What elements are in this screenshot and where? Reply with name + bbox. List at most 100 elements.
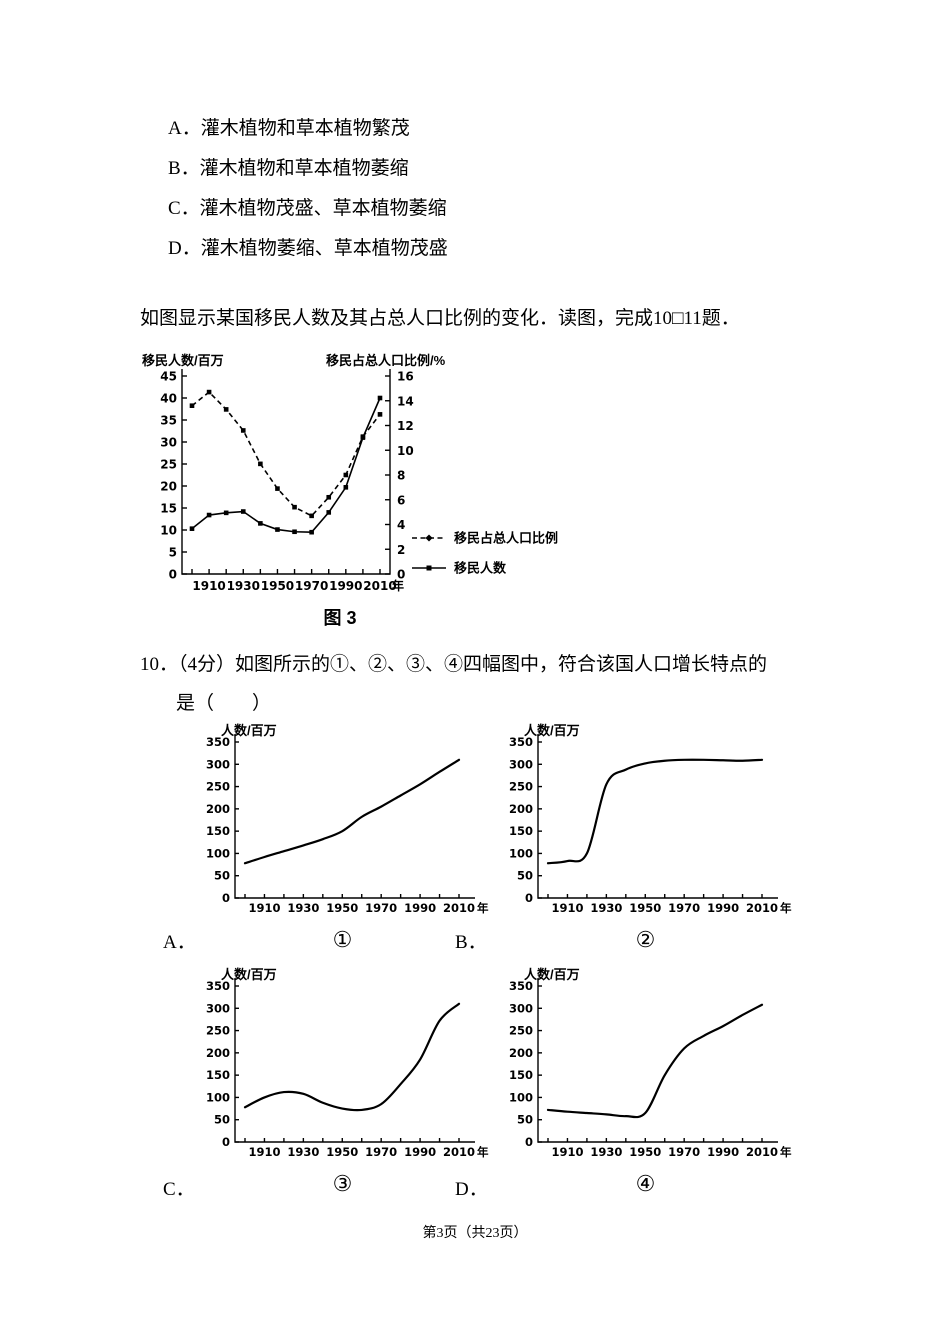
svg-text:2: 2 xyxy=(397,543,405,557)
svg-text:1910: 1910 xyxy=(248,1145,280,1159)
svg-text:200: 200 xyxy=(206,1046,230,1060)
svg-text:50: 50 xyxy=(214,1113,230,1127)
svg-text:1930: 1930 xyxy=(287,1145,319,1159)
svg-text:年: 年 xyxy=(392,578,404,593)
answer-chart-c: 人数/百万 0 50 100 150 200 250 300 350 1910 1930 1950 19… xyxy=(195,966,490,1197)
svg-text:1990: 1990 xyxy=(329,579,362,593)
svg-text:1910: 1910 xyxy=(551,1145,583,1159)
svg-text:14: 14 xyxy=(397,394,414,408)
svg-text:1970: 1970 xyxy=(365,1145,397,1159)
series-1 xyxy=(191,397,381,534)
svg-text:50: 50 xyxy=(214,869,230,883)
question-10-text: 10．（4分）如图所示的①、②、③、④四幅图中，符合该国人口增长特点的 xyxy=(140,654,768,675)
axes xyxy=(234,734,475,899)
svg-text:1970: 1970 xyxy=(365,901,397,915)
svg-text:150: 150 xyxy=(509,824,533,838)
option-letter-c: C． xyxy=(163,1179,195,1200)
svg-text:25: 25 xyxy=(160,458,177,472)
option-letter-a: A． xyxy=(163,932,196,953)
svg-text:150: 150 xyxy=(509,1068,533,1082)
chart-4-caption: ④ xyxy=(635,1171,656,1196)
svg-text:1910: 1910 xyxy=(551,901,583,915)
svg-text:300: 300 xyxy=(206,757,230,771)
page-footer: 第3页（共23页） xyxy=(422,1226,528,1241)
svg-text:250: 250 xyxy=(509,780,533,794)
svg-text:45: 45 xyxy=(160,370,177,384)
svg-text:2010: 2010 xyxy=(443,1145,475,1159)
chart-2-caption: ② xyxy=(635,927,656,952)
svg-text:300: 300 xyxy=(509,1001,533,1015)
svg-text:50: 50 xyxy=(517,869,533,883)
svg-text:10: 10 xyxy=(160,524,177,538)
svg-text:100: 100 xyxy=(509,1090,533,1104)
svg-text:4: 4 xyxy=(397,518,405,532)
svg-text:年: 年 xyxy=(477,901,489,915)
svg-text:100: 100 xyxy=(206,846,230,860)
figure3-chart: 移民人数/百万 移民占总人口比例/% 0 5 10 15 20 25 30 35 40 45 0 2 4 6 8… xyxy=(142,353,558,593)
svg-text:0: 0 xyxy=(222,891,230,905)
question-10-text-line2: 是（ ） xyxy=(176,693,272,714)
svg-text:30: 30 xyxy=(160,436,177,450)
svg-text:1970: 1970 xyxy=(668,1145,700,1159)
svg-text:1950: 1950 xyxy=(629,901,661,915)
svg-text:1990: 1990 xyxy=(707,1145,739,1159)
svg-text:250: 250 xyxy=(206,1024,230,1038)
series-0 xyxy=(191,391,381,517)
svg-text:250: 250 xyxy=(509,1024,533,1038)
svg-text:0: 0 xyxy=(525,891,533,905)
svg-text:150: 150 xyxy=(206,1068,230,1082)
svg-text:1930: 1930 xyxy=(590,1145,622,1159)
svg-text:2010: 2010 xyxy=(746,1145,778,1159)
svg-text:1950: 1950 xyxy=(629,1145,661,1159)
population-curve xyxy=(243,1002,461,1112)
svg-text:350: 350 xyxy=(206,979,230,993)
svg-text:0: 0 xyxy=(222,1135,230,1149)
svg-text:16: 16 xyxy=(397,370,414,384)
svg-text:1970: 1970 xyxy=(668,901,700,915)
axes xyxy=(234,978,475,1143)
svg-text:1910: 1910 xyxy=(248,901,280,915)
option-letter-b: B． xyxy=(455,932,487,953)
figure3-caption: 图 3 xyxy=(323,608,357,628)
svg-text:350: 350 xyxy=(206,735,230,749)
svg-text:1990: 1990 xyxy=(404,1145,436,1159)
svg-text:250: 250 xyxy=(206,780,230,794)
svg-text:2010: 2010 xyxy=(746,901,778,915)
svg-text:1910: 1910 xyxy=(192,579,225,593)
svg-text:1950: 1950 xyxy=(326,1145,358,1159)
question-intro: 如图显示某国移民人数及其占总人口比例的变化．读图，完成10□11题． xyxy=(140,308,740,329)
svg-text:100: 100 xyxy=(509,846,533,860)
svg-text:150: 150 xyxy=(206,824,230,838)
option-letter-d: D． xyxy=(455,1179,488,1200)
svg-text:350: 350 xyxy=(509,979,533,993)
option-b: B．灌木植物和草本植物萎缩 xyxy=(168,158,409,179)
svg-text:1930: 1930 xyxy=(590,901,622,915)
answer-chart-b: 人数/百万 0 50 100 150 200 250 300 350 1910 1930 1950 19… xyxy=(498,722,793,953)
svg-text:300: 300 xyxy=(509,757,533,771)
svg-text:10: 10 xyxy=(397,444,414,458)
svg-text:300: 300 xyxy=(206,1001,230,1015)
axes xyxy=(181,369,391,575)
svg-text:1990: 1990 xyxy=(707,901,739,915)
answer-chart-a: 人数/百万 0 50 100 150 200 250 300 350 1910 1930 1950 19… xyxy=(195,722,490,953)
population-curve xyxy=(243,758,461,865)
svg-text:12: 12 xyxy=(397,419,414,433)
chart-3-caption: ③ xyxy=(332,1171,353,1196)
option-c: C．灌木植物茂盛、草本植物萎缩 xyxy=(168,198,447,219)
svg-text:200: 200 xyxy=(206,802,230,816)
svg-text:1970: 1970 xyxy=(295,579,328,593)
svg-text:15: 15 xyxy=(160,502,177,516)
option-d: D．灌木植物萎缩、草本植物茂盛 xyxy=(168,238,448,259)
svg-text:50: 50 xyxy=(517,1113,533,1127)
axes xyxy=(537,978,778,1143)
svg-text:1930: 1930 xyxy=(227,579,260,593)
svg-text:40: 40 xyxy=(160,392,177,406)
svg-text:年: 年 xyxy=(477,1145,489,1159)
svg-text:200: 200 xyxy=(509,1046,533,1060)
svg-text:2010: 2010 xyxy=(443,901,475,915)
chart-1-caption: ① xyxy=(332,927,353,952)
